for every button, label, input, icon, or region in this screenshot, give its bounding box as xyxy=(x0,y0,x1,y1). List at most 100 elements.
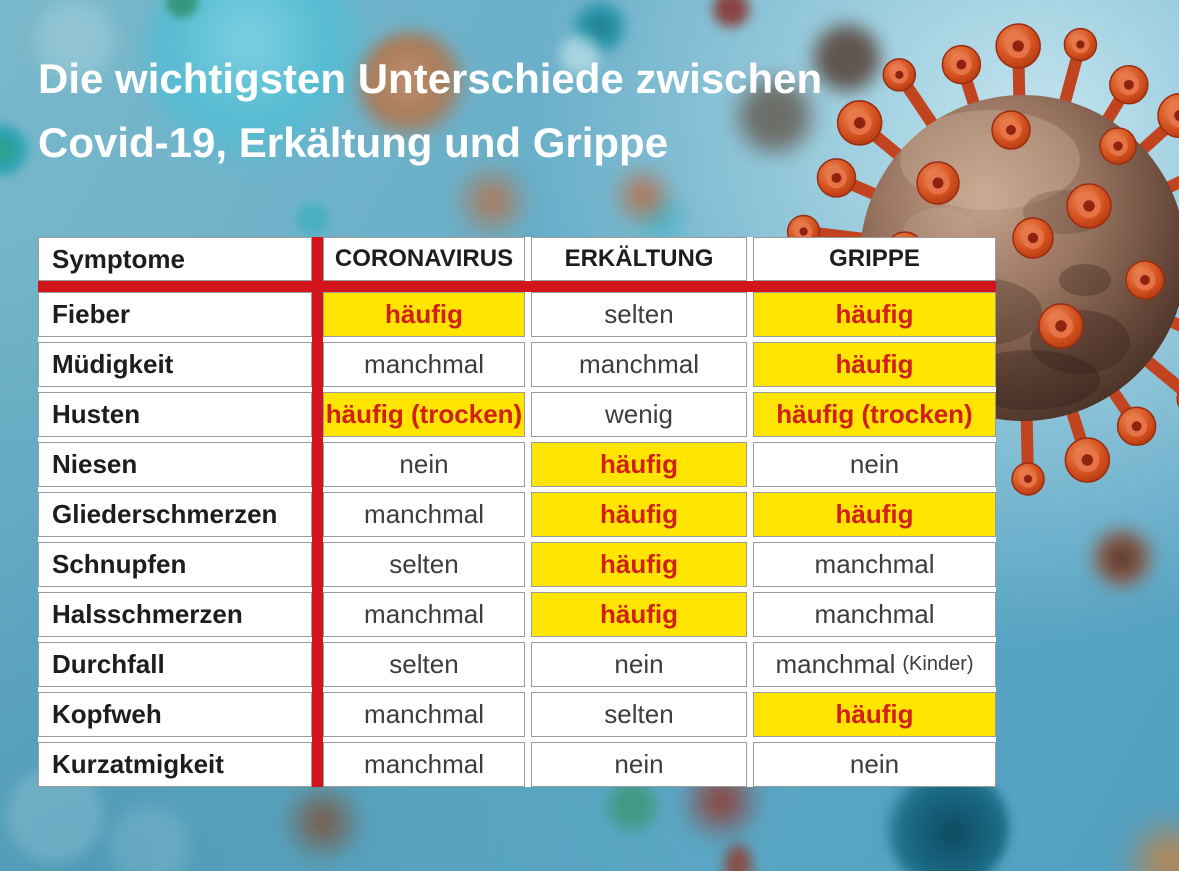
value-text: häufig xyxy=(385,299,463,329)
table-row: Kurzatmigkeit manchmal nein nein xyxy=(38,742,996,787)
value-text: häufig (trocken) xyxy=(776,399,973,429)
table-row: Niesen nein häufig nein xyxy=(38,442,996,487)
background-blob xyxy=(608,782,656,830)
value-cell: selten xyxy=(323,542,525,587)
symptom-label: Niesen xyxy=(38,442,312,487)
table-row: Halsschmerzen manchmal häufig manchmal xyxy=(38,592,996,637)
value-text: häufig (trocken) xyxy=(325,399,523,429)
value-text: häufig xyxy=(600,499,678,529)
value-text: häufig xyxy=(835,699,914,729)
value-text: häufig xyxy=(600,449,678,479)
table-header-row: Symptome CORONAVIRUS ERKÄLTUNG GRIPPE xyxy=(38,237,996,281)
background-blob xyxy=(297,203,329,235)
symptom-label: Durchfall xyxy=(38,642,312,687)
virus-spike-cap xyxy=(941,44,982,85)
value-text: nein xyxy=(614,749,664,779)
symptom-comparison-table: Symptome CORONAVIRUS ERKÄLTUNG GRIPPE Fi… xyxy=(38,237,996,787)
virus-spike-cap xyxy=(1109,65,1149,105)
value-cell: manchmal xyxy=(531,342,747,387)
background-bokeh xyxy=(560,35,600,75)
table-rows: Fieber häufig selten häufig Müdigkeit manchma… xyxy=(38,292,996,787)
header-coronavirus: CORONAVIRUS xyxy=(323,237,525,281)
value-cell: häufig xyxy=(753,492,996,537)
value-cell: manchmal xyxy=(323,742,525,787)
table-row: Kopfweh manchmal selten häufig xyxy=(38,692,996,737)
red-horizontal-bar xyxy=(38,281,996,292)
table-row: Husten häufig (trocken) wenig häufig (trock… xyxy=(38,392,996,437)
value-text: häufig xyxy=(835,349,914,379)
page-title: Die wichtigsten Unterschiede zwischen Co… xyxy=(38,47,822,175)
virus-spike-cap xyxy=(836,100,883,146)
background-blob xyxy=(739,80,811,152)
virus-spike-cap xyxy=(1125,260,1165,300)
value-text: wenig xyxy=(605,399,673,429)
background-blob xyxy=(452,161,532,241)
value-text: manchmal xyxy=(364,499,484,529)
value-cell: selten xyxy=(531,692,747,737)
value-text: nein xyxy=(399,449,449,479)
value-cell: häufig xyxy=(753,292,996,337)
value-cell: nein xyxy=(753,742,996,787)
background-blob xyxy=(713,0,749,27)
value-cell: manchmal (Kinder) xyxy=(753,642,996,687)
value-text: nein xyxy=(849,749,900,779)
symptom-label: Kopfweh xyxy=(38,692,312,737)
value-text: selten xyxy=(604,699,674,729)
background-blob xyxy=(814,25,880,91)
title-line-1: Die wichtigsten Unterschiede zwischen xyxy=(38,55,823,102)
virus-spike-cap xyxy=(1064,437,1111,483)
virus-spike-cap xyxy=(916,161,960,205)
value-cell: wenig xyxy=(531,392,747,437)
value-cell: häufig xyxy=(531,492,747,537)
value-text: manchmal xyxy=(364,699,484,729)
value-cell: nein xyxy=(323,442,525,487)
virus-spike-cap xyxy=(816,158,857,198)
background-blob xyxy=(610,163,676,229)
value-cell: manchmal xyxy=(323,692,525,737)
value-suffix: (Kinder) xyxy=(902,653,974,675)
value-cell: häufig (trocken) xyxy=(753,392,996,437)
symptom-label: Schnupfen xyxy=(38,542,312,587)
value-cell: selten xyxy=(531,292,747,337)
symptom-label: Gliederschmerzen xyxy=(38,492,312,537)
background-blob xyxy=(1120,812,1179,871)
table-row: Fieber häufig selten häufig xyxy=(38,292,996,337)
table-row: Gliederschmerzen manchmal häufig häufig xyxy=(38,492,996,537)
value-cell: häufig xyxy=(531,442,747,487)
background-bokeh xyxy=(35,0,115,80)
value-text: häufig xyxy=(835,299,914,329)
header-erkaeltung: ERKÄLTUNG xyxy=(531,237,747,281)
value-text: manchmal xyxy=(364,349,484,379)
virus-spike-cap xyxy=(1011,462,1045,496)
virus-spike-cap xyxy=(1157,92,1179,139)
value-cell: nein xyxy=(531,742,747,787)
background-blob xyxy=(357,30,469,142)
value-cell: häufig xyxy=(531,592,747,637)
value-cell: manchmal xyxy=(323,342,525,387)
background-bokeh xyxy=(110,805,190,871)
virus-spike-cap xyxy=(1099,127,1137,165)
symptom-label: Halsschmerzen xyxy=(38,592,312,637)
value-text: manchmal xyxy=(579,349,699,379)
virus-spike-cap xyxy=(1012,217,1054,259)
value-cell: selten xyxy=(323,642,525,687)
background-blob xyxy=(281,780,365,864)
symptom-label: Müdigkeit xyxy=(38,342,312,387)
value-cell: häufig (trocken) xyxy=(323,392,525,437)
background-blob xyxy=(0,120,32,180)
header-symptome: Symptome xyxy=(38,237,312,281)
virus-spike-cap xyxy=(991,110,1031,150)
value-cell: häufig xyxy=(323,292,525,337)
value-text: manchmal xyxy=(364,599,484,629)
virus-spike-cap xyxy=(1116,406,1157,446)
value-cell: manchmal xyxy=(323,592,525,637)
value-text: nein xyxy=(849,449,900,479)
background-blob xyxy=(724,844,752,871)
background-blob xyxy=(570,0,630,57)
virus-spike-cap xyxy=(882,58,917,92)
value-text: selten xyxy=(389,549,459,579)
symptom-label: Fieber xyxy=(38,292,312,337)
value-text: häufig xyxy=(600,549,678,579)
value-text: selten xyxy=(604,299,674,329)
